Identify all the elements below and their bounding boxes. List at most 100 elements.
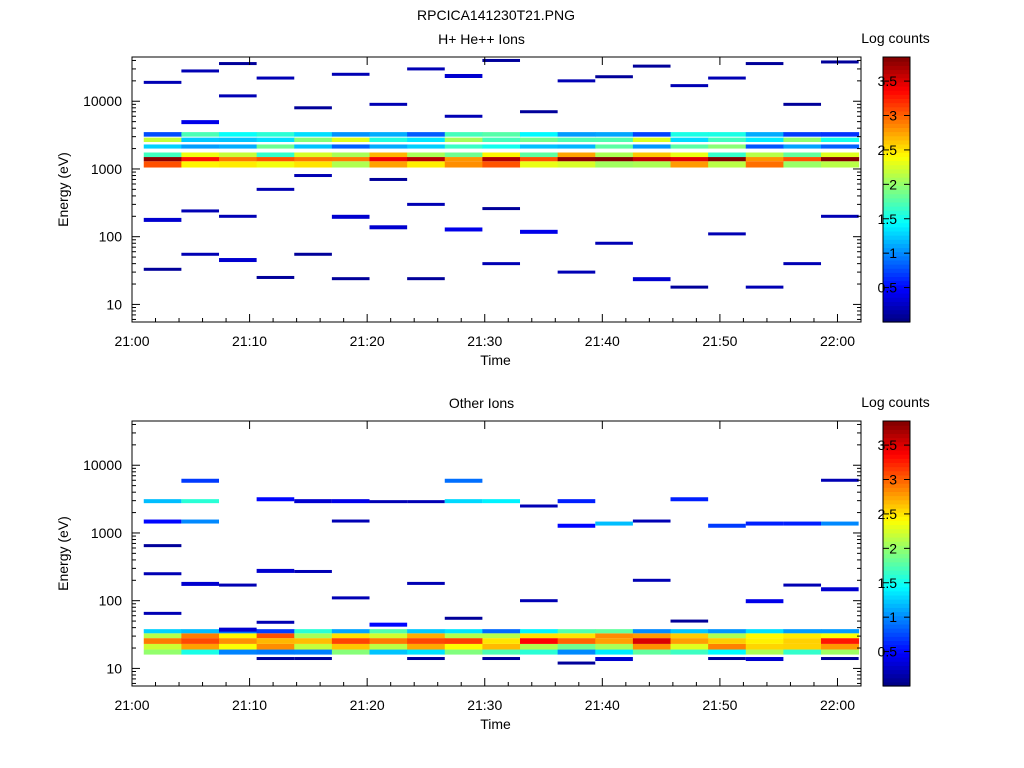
heatmap-cell: [708, 643, 747, 650]
heatmap-line: [143, 572, 182, 576]
colorbar-segment: [883, 243, 910, 249]
heatmap-cell: [407, 161, 446, 168]
panel-title: Other Ions: [449, 395, 514, 411]
heatmap-cell: [745, 638, 784, 644]
x-tick-label: 22:00: [820, 333, 855, 349]
colorbar-segment: [883, 582, 910, 588]
x-tick-label: 21:00: [114, 333, 149, 349]
heatmap-line: [482, 499, 521, 504]
colorbar-tick-label: 1.5: [878, 575, 898, 591]
y-tick-label: 10: [106, 296, 122, 312]
heatmap-cell: [143, 638, 182, 644]
colorbar-segment: [883, 143, 910, 149]
heatmap-line: [294, 106, 332, 110]
colorbar-segment: [883, 665, 910, 671]
heatmap-cell: [369, 629, 408, 634]
colorbar-tick-label: 3: [889, 108, 897, 124]
heatmap-line: [708, 523, 746, 528]
heatmap-cell: [294, 649, 333, 655]
heatmap-cell: [745, 633, 784, 639]
colorbar-segment: [883, 644, 910, 650]
colorbar-tick-label: 3.5: [878, 73, 898, 89]
heatmap-line: [143, 80, 182, 84]
colorbar-tick-label: 2.5: [878, 142, 898, 158]
heatmap-cell: [482, 132, 521, 137]
heatmap-cells: [143, 478, 860, 665]
heatmap-line: [708, 76, 746, 80]
heatmap-cell: [219, 638, 258, 644]
heatmap-cell: [219, 137, 258, 143]
heatmap-cell: [369, 649, 408, 655]
colorbar-segment: [883, 135, 910, 141]
heatmap-line: [783, 262, 822, 266]
heatmap-line: [520, 504, 558, 508]
heatmap-cell: [256, 152, 295, 158]
heatmap-cell: [783, 161, 822, 168]
heatmap-line: [557, 661, 596, 665]
colorbar-segment: [883, 110, 910, 116]
heatmap-cell: [369, 152, 408, 158]
heatmap-cell: [821, 638, 860, 644]
colorbar-segment: [883, 131, 910, 137]
colorbar-segment: [883, 230, 910, 236]
heatmap-line: [821, 60, 859, 64]
heatmap-cell: [632, 638, 672, 644]
heatmap-cell: [369, 643, 408, 650]
heatmap-cell: [708, 629, 747, 634]
y-tick-label: 100: [99, 593, 123, 609]
heatmap-cell: [294, 638, 333, 644]
heatmap-cell: [821, 643, 860, 650]
colorbar-segment: [883, 65, 910, 71]
colorbar-segment: [883, 94, 910, 100]
colorbar-tick-label: 2: [889, 176, 897, 192]
heatmap-cell: [595, 629, 634, 634]
heatmap-line: [331, 277, 370, 281]
colorbar-segment: [883, 603, 910, 608]
heatmap-line: [369, 225, 408, 230]
heatmap-line: [331, 214, 370, 219]
heatmap-line: [407, 581, 445, 585]
heatmap-line: [331, 519, 370, 523]
heatmap-cell: [557, 643, 596, 650]
colorbar-segment: [883, 255, 910, 261]
heatmap-line: [444, 73, 483, 78]
heatmap-cell: [557, 649, 596, 655]
heatmap-line: [407, 500, 445, 504]
heatmap-line: [745, 521, 784, 526]
colorbar-segment: [883, 139, 910, 145]
heatmap-cell: [143, 649, 182, 655]
heatmap-cell: [369, 633, 408, 639]
heatmap-cell: [783, 132, 822, 137]
heatmap-cell: [708, 137, 747, 143]
heatmap-cell: [520, 649, 559, 655]
heatmap-cell: [219, 132, 258, 137]
colorbar-segment: [883, 201, 910, 207]
heatmap-line: [482, 262, 521, 266]
heatmap-cell: [143, 132, 182, 137]
heatmap-line: [294, 174, 332, 178]
colorbar-segment: [883, 148, 910, 153]
colorbar-label: Log counts: [861, 30, 930, 46]
heatmap-cell: [444, 157, 483, 162]
colorbar-segment: [883, 214, 910, 220]
heatmap-line: [557, 523, 596, 528]
colorbar-segment: [883, 483, 910, 488]
heatmap-cell: [181, 157, 220, 162]
heatmap-line: [256, 275, 295, 279]
heatmap-line: [181, 499, 220, 504]
colorbar-segment: [883, 123, 910, 128]
heatmap-cell: [520, 132, 559, 137]
heatmap-line: [219, 583, 257, 587]
heatmap-cell: [783, 649, 822, 655]
heatmap-line: [821, 478, 859, 482]
colorbar-segment: [883, 239, 910, 244]
heatmap-cell: [294, 157, 333, 162]
heatmap-cell: [294, 643, 333, 650]
heatmap-cell: [557, 161, 596, 168]
colorbar-segment: [883, 313, 910, 319]
heatmap-cell: [256, 161, 295, 168]
heatmap-cell: [670, 643, 709, 650]
colorbar-frame: [882, 420, 911, 687]
colorbar-segment: [883, 499, 910, 505]
heatmap-line: [143, 544, 182, 548]
